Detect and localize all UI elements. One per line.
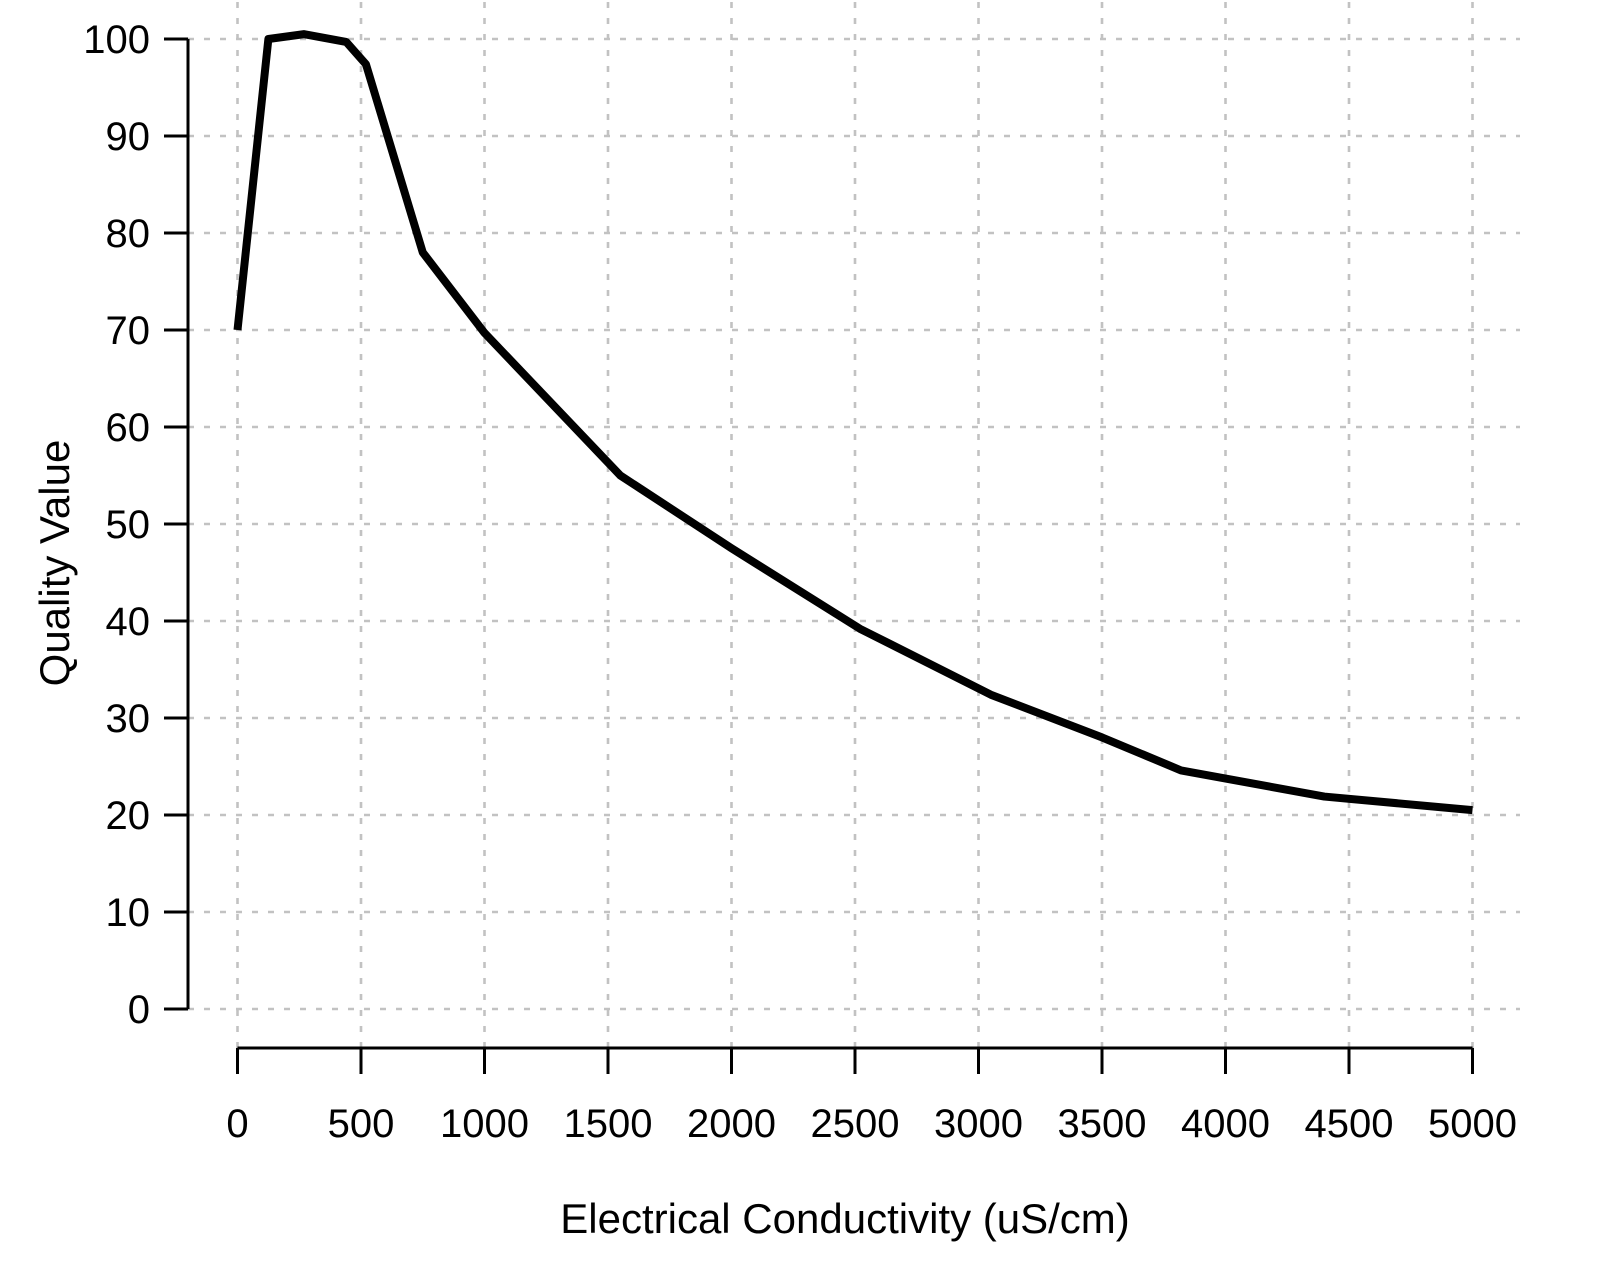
x-tick-label: 3000: [934, 1102, 1023, 1146]
y-tick-label: 90: [106, 115, 151, 159]
x-tick-label: 1000: [440, 1102, 529, 1146]
y-axis-title: Quality Value: [31, 439, 78, 687]
x-tick-label: 500: [328, 1102, 395, 1146]
x-axis: 0 500 1000 1500 2000 2500 3000 3500 4000 4500 5000: [226, 1046, 1517, 1146]
y-tick-label: 0: [128, 988, 150, 1032]
x-tick-label: 2000: [687, 1102, 776, 1146]
y-axis: 0 10 20 30 40 50 60 70 80 90 100: [83, 18, 190, 1032]
y-tick-label: 20: [106, 794, 151, 838]
x-tick-label: 3500: [1058, 1102, 1147, 1146]
y-tick-label: 100: [83, 18, 150, 62]
y-tick-label: 30: [106, 697, 151, 741]
x-tick-label: 0: [226, 1102, 248, 1146]
y-tick-label: 50: [106, 503, 151, 547]
y-tick-label: 60: [106, 406, 151, 450]
y-tick-label: 10: [106, 891, 151, 935]
y-tick-label: 80: [106, 212, 151, 256]
x-tick-label: 4000: [1181, 1102, 1270, 1146]
x-tick-label: 5000: [1428, 1102, 1517, 1146]
x-tick-label: 4500: [1305, 1102, 1394, 1146]
x-axis-title: Electrical Conductivity (uS/cm): [560, 1195, 1130, 1242]
x-tick-label: 2500: [811, 1102, 900, 1146]
series-line: [233, 30, 1473, 815]
y-tick-label: 40: [106, 600, 151, 644]
x-tick-label: 1500: [564, 1102, 653, 1146]
y-tick-label: 70: [106, 309, 151, 353]
gridlines: [188, 2, 1520, 1048]
